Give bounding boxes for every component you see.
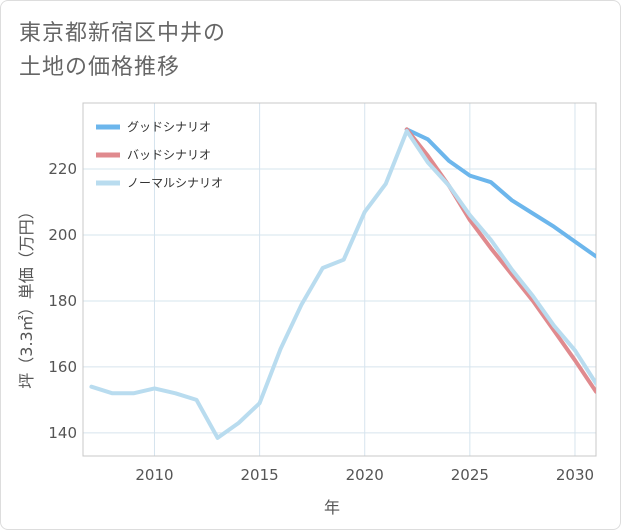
legend-label-1: バッドシナリオ — [127, 148, 211, 162]
legend-label-0: グッドシナリオ — [127, 120, 211, 134]
series-lines — [89, 127, 596, 440]
x-tick-label-2015: 2015 — [241, 466, 279, 484]
series-line-0 — [404, 127, 596, 259]
x-tick-label-2010: 2010 — [135, 466, 173, 484]
y-tick-label-160: 160 — [48, 358, 77, 376]
x-tick-label-2020: 2020 — [346, 466, 384, 484]
legend-label-2: ノーマルシナリオ — [127, 176, 223, 190]
y-axis-ticks: 140 160 180 200 220 — [48, 160, 77, 442]
chart-title-line-2: 土地の価格推移 — [19, 55, 181, 80]
y-tick-label-220: 220 — [48, 160, 77, 178]
grid-lines — [83, 103, 596, 456]
series-line-1 — [404, 127, 596, 394]
plot-area-frame — [82, 102, 597, 457]
chart-title-line-1: 東京都新宿区中井の — [19, 21, 227, 46]
series-line-2 — [89, 129, 596, 440]
x-axis-title: 年 — [324, 498, 340, 517]
y-tick-label-140: 140 — [48, 424, 77, 442]
y-tick-label-180: 180 — [48, 292, 77, 310]
y-axis-title: 坪（3.3㎡）単価（万円） — [17, 203, 36, 388]
x-tick-label-2025: 2025 — [451, 466, 489, 484]
y-tick-label-200: 200 — [48, 226, 77, 244]
x-axis-ticks: 2010 2015 2020 2025 2030 — [135, 466, 594, 484]
chart-title: 東京都新宿区中井の 土地の価格推移 — [19, 17, 226, 85]
x-tick-label-2030: 2030 — [556, 466, 594, 484]
